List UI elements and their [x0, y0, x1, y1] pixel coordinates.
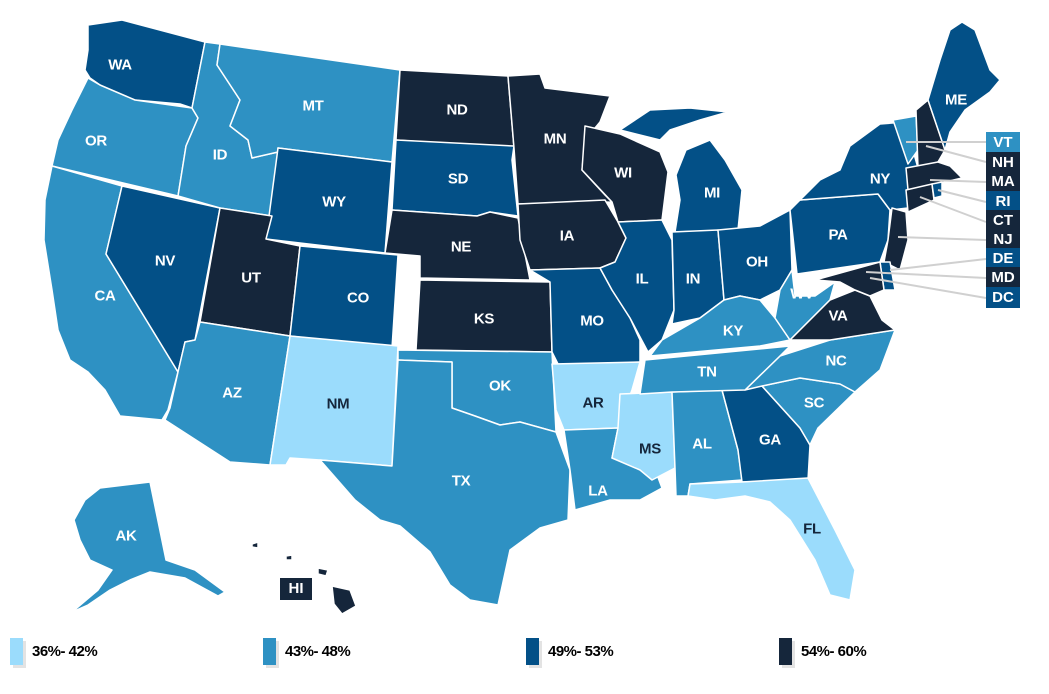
state-MD[interactable]: [814, 261, 885, 297]
legend-item-3: 49%- 53%: [526, 636, 614, 666]
state-NC[interactable]: [744, 329, 896, 393]
legend-label: 36%- 42%: [32, 642, 98, 660]
state-HI[interactable]: [251, 541, 357, 615]
state-FL[interactable]: [687, 477, 856, 601]
state-NH[interactable]: [915, 99, 946, 169]
state-RI[interactable]: [931, 181, 943, 199]
state-AK[interactable]: [71, 481, 226, 613]
callout-RI[interactable]: RI: [986, 191, 1020, 212]
label-HI: HI: [280, 578, 312, 600]
state-IL[interactable]: [599, 219, 675, 353]
callout-NJ[interactable]: NJ: [986, 229, 1020, 250]
legend-swatch: [526, 637, 539, 665]
callout-DE[interactable]: DE: [986, 248, 1020, 269]
state-KY[interactable]: [649, 295, 791, 357]
callout-DC[interactable]: DC: [986, 287, 1020, 308]
callout-MA[interactable]: MA: [986, 171, 1020, 192]
legend-swatch: [263, 637, 276, 665]
legend-label: 43%- 48%: [285, 642, 351, 660]
callout-CT[interactable]: CT: [986, 210, 1020, 231]
callout-VT[interactable]: VT: [986, 132, 1020, 153]
state-MT[interactable]: [216, 43, 401, 163]
us-choropleth-map: [43, 19, 1001, 615]
state-NJ[interactable]: [883, 207, 909, 271]
legend-swatch: [779, 637, 792, 665]
state-WV[interactable]: [774, 269, 836, 341]
state-TN[interactable]: [639, 345, 791, 395]
legend-item-4: 54%- 60%: [779, 636, 867, 666]
state-TX[interactable]: [319, 359, 571, 606]
legend-swatch: [10, 637, 23, 665]
state-ME[interactable]: [927, 21, 1001, 151]
state-NE[interactable]: [384, 209, 531, 281]
legend-item-2: 43%- 48%: [263, 636, 351, 666]
legend-label: 49%- 53%: [548, 642, 614, 660]
legend-item-1: 36%- 42%: [10, 636, 98, 666]
callout-leader-lines: [865, 141, 987, 299]
callout-NH[interactable]: NH: [986, 152, 1020, 173]
callout-MD[interactable]: MD: [986, 267, 1020, 288]
legend-label: 54%- 60%: [801, 642, 867, 660]
